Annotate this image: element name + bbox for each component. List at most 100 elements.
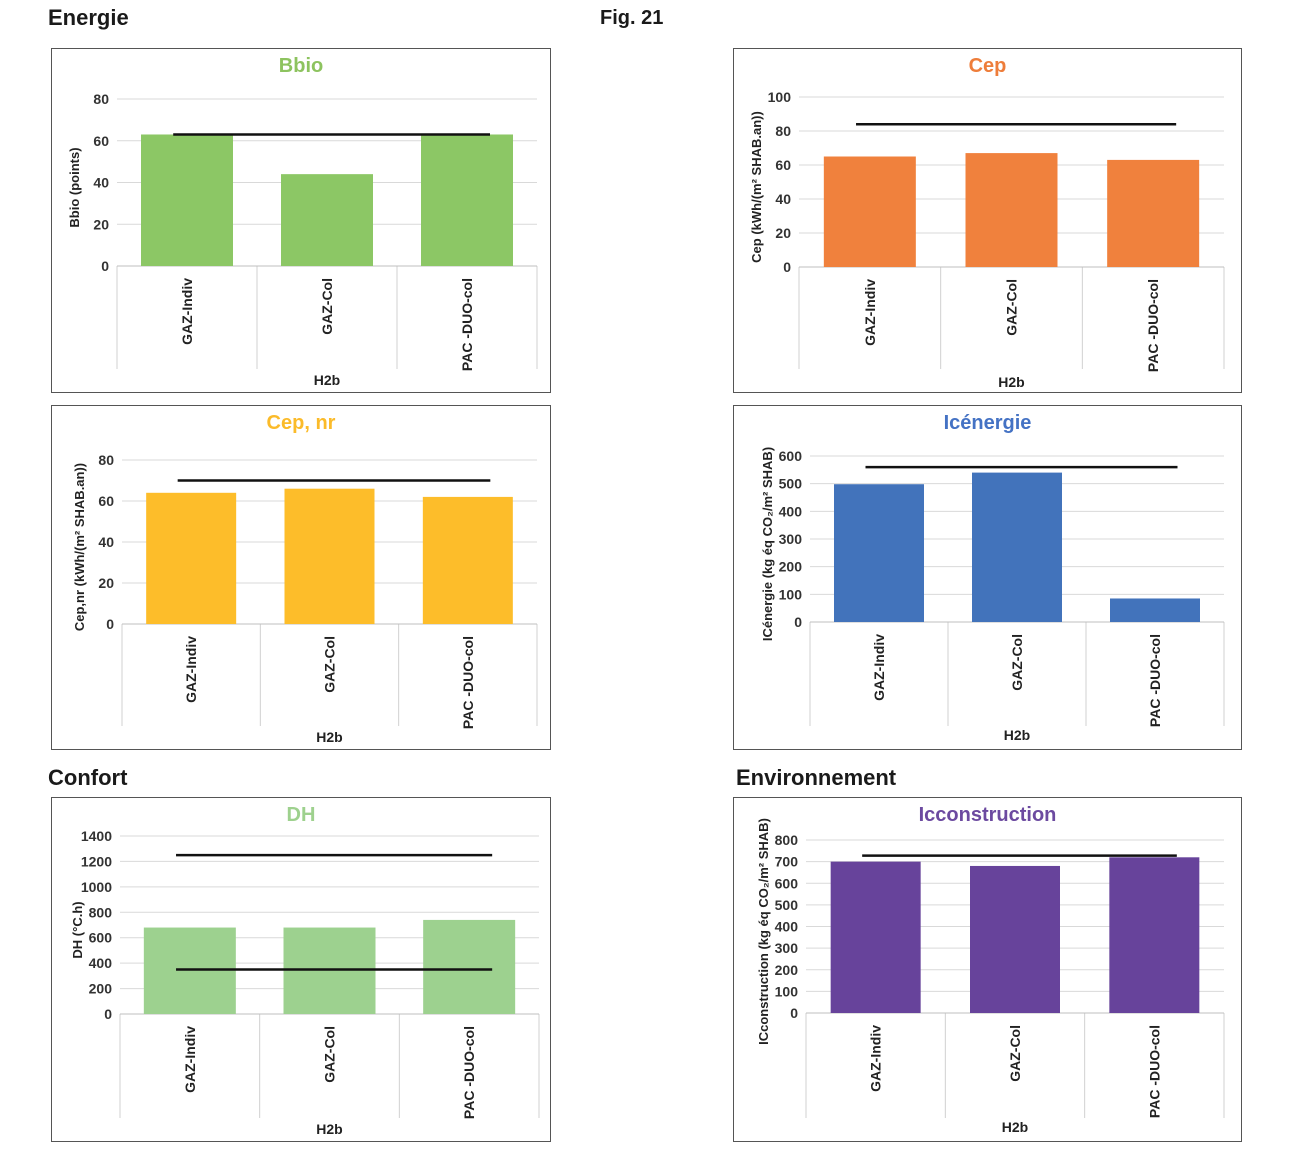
chart-svg: 0 200 400 600 800 1000 1200 1400 GAZ-Indiv GAZ-Co… — [70, 828, 540, 1137]
category-label: GAZ-Col — [1007, 1025, 1023, 1082]
y-tick-label: 600 — [775, 875, 799, 891]
y-tick-label: 0 — [794, 614, 802, 630]
section-title-energie: Energie — [48, 5, 129, 30]
category-label: GAZ-Col — [319, 278, 335, 335]
y-tick-label: 20 — [775, 225, 791, 241]
y-tick-label: 1200 — [81, 853, 112, 869]
y-tick-label: 500 — [779, 476, 803, 492]
bar — [146, 492, 237, 624]
y-tick-label: 0 — [101, 258, 109, 274]
chart-title: Cep — [968, 55, 1007, 77]
bar — [422, 496, 513, 624]
chart-panel-icenergie: 0 100 200 300 400 500 600 GAZ-Indiv GAZ-Col PAC -… — [733, 405, 1242, 750]
y-tick-label: 400 — [89, 955, 113, 971]
y-axis-title: Cep,nr (kWh/(m² SHAB.an)) — [72, 463, 87, 631]
y-tick-label: 40 — [98, 534, 114, 550]
y-axis-title: ICénergie (kg éq CO₂/m² SHAB) — [760, 447, 775, 641]
y-tick-label: 500 — [775, 897, 799, 913]
y-tick-label: 20 — [98, 575, 114, 591]
chart-svg: 0 20 40 60 80 GAZ-Indiv GAZ-Col PAC -DUO-col H2b… — [72, 452, 538, 745]
category-label: GAZ-Col — [1004, 279, 1020, 336]
category-label: GAZ-Indiv — [862, 279, 878, 346]
bar — [1107, 159, 1200, 267]
y-axis-title: Cep (kWh/(m² SHAB.an)) — [749, 111, 764, 263]
bar — [284, 488, 375, 624]
y-tick-label: 60 — [98, 493, 114, 509]
chart-panel-dh: 0 200 400 600 800 1000 1200 1400 GAZ-Indiv GAZ-Co… — [51, 797, 551, 1142]
y-tick-label: 0 — [790, 1005, 798, 1021]
category-label: GAZ-Indiv — [183, 636, 199, 703]
bar — [1110, 598, 1200, 622]
chart-title: DH — [286, 804, 316, 826]
y-tick-label: 100 — [768, 89, 792, 105]
category-label: GAZ-Indiv — [868, 1025, 884, 1092]
bar — [141, 134, 233, 266]
x-group-label: H2b — [316, 729, 342, 745]
y-tick-label: 200 — [779, 559, 803, 575]
chart-panel-icconstruction: 0 100 200 300 400 500 600 700 800 GAZ-Indiv GAZ-Co… — [733, 797, 1242, 1142]
y-tick-label: 1400 — [81, 828, 112, 844]
y-tick-label: 80 — [93, 91, 109, 107]
y-tick-label: 60 — [93, 133, 109, 149]
y-tick-label: 0 — [783, 259, 791, 275]
bar — [823, 156, 916, 267]
y-tick-label: 400 — [775, 919, 799, 935]
y-tick-label: 300 — [775, 940, 799, 956]
bar — [1109, 857, 1200, 1013]
section-title-environnement: Environnement — [736, 765, 897, 790]
y-tick-label: 800 — [89, 904, 113, 920]
chart-panel-cep-nr: 0 20 40 60 80 GAZ-Indiv GAZ-Col PAC -DUO-col H2b… — [51, 405, 551, 750]
y-tick-label: 100 — [775, 983, 799, 999]
bar — [834, 484, 924, 622]
bar — [972, 472, 1062, 622]
y-tick-label: 600 — [779, 448, 803, 464]
category-label: PAC -DUO-col — [460, 636, 476, 729]
category-label: PAC -DUO-col — [461, 1026, 477, 1119]
x-group-label: H2b — [316, 1121, 342, 1137]
chart-title: Bbio — [278, 55, 324, 77]
chart-svg: 0 100 200 300 400 500 600 GAZ-Indiv GAZ-Col PAC -… — [760, 447, 1225, 743]
x-group-label: H2b — [998, 374, 1024, 390]
y-tick-label: 0 — [104, 1006, 112, 1022]
y-tick-label: 800 — [775, 832, 799, 848]
y-tick-label: 20 — [93, 216, 109, 232]
bar — [421, 134, 513, 266]
bar — [283, 927, 376, 1014]
y-tick-label: 60 — [775, 157, 791, 173]
x-group-label: H2b — [1002, 1119, 1028, 1135]
y-tick-label: 80 — [98, 452, 114, 468]
category-label: GAZ-Col — [1009, 634, 1025, 691]
category-label: GAZ-Col — [322, 636, 338, 693]
x-group-label: H2b — [1004, 727, 1030, 743]
y-tick-label: 80 — [775, 123, 791, 139]
category-label: PAC -DUO-col — [459, 278, 475, 371]
bar — [423, 919, 516, 1014]
category-label: PAC -DUO-col — [1147, 634, 1163, 727]
chart-panel-cep: 0 20 40 60 80 100 GAZ-Indiv GAZ-Col PAC -DUO-col… — [733, 48, 1242, 393]
chart-panel-bbio: 0 20 40 60 80 GAZ-Indiv GAZ-Col PAC -DUO-col H2b… — [51, 48, 551, 393]
y-tick-label: 40 — [775, 191, 791, 207]
y-tick-label: 40 — [93, 175, 109, 191]
y-tick-label: 400 — [779, 503, 803, 519]
category-label: GAZ-Indiv — [182, 1026, 198, 1093]
category-label: PAC -DUO-col — [1145, 279, 1161, 372]
y-axis-title: DH (°C.h) — [70, 901, 85, 958]
y-tick-label: 1000 — [81, 879, 112, 895]
section-title-confort: Confort — [48, 765, 128, 790]
category-label: GAZ-Indiv — [179, 278, 195, 345]
y-tick-label: 100 — [779, 586, 803, 602]
y-axis-title: ICconstruction (kg éq CO₂/m² SHAB) — [756, 818, 771, 1045]
chart-title: Cep, nr — [266, 412, 336, 434]
category-label: PAC -DUO-col — [1146, 1025, 1162, 1118]
y-tick-label: 700 — [775, 854, 799, 870]
category-label: GAZ-Col — [322, 1026, 338, 1083]
chart-title: Icconstruction — [918, 804, 1057, 826]
bar — [965, 153, 1058, 267]
y-tick-label: 0 — [106, 616, 114, 632]
chart-svg: 0 100 200 300 400 500 600 700 800 GAZ-Indiv GAZ-Co… — [756, 818, 1225, 1135]
bar — [143, 927, 236, 1014]
chart-svg: 0 20 40 60 80 GAZ-Indiv GAZ-Col PAC -DUO-col H2b… — [67, 91, 538, 388]
y-tick-label: 600 — [89, 930, 113, 946]
bar — [970, 865, 1060, 1013]
y-axis-title: Bbio (points) — [67, 147, 82, 227]
